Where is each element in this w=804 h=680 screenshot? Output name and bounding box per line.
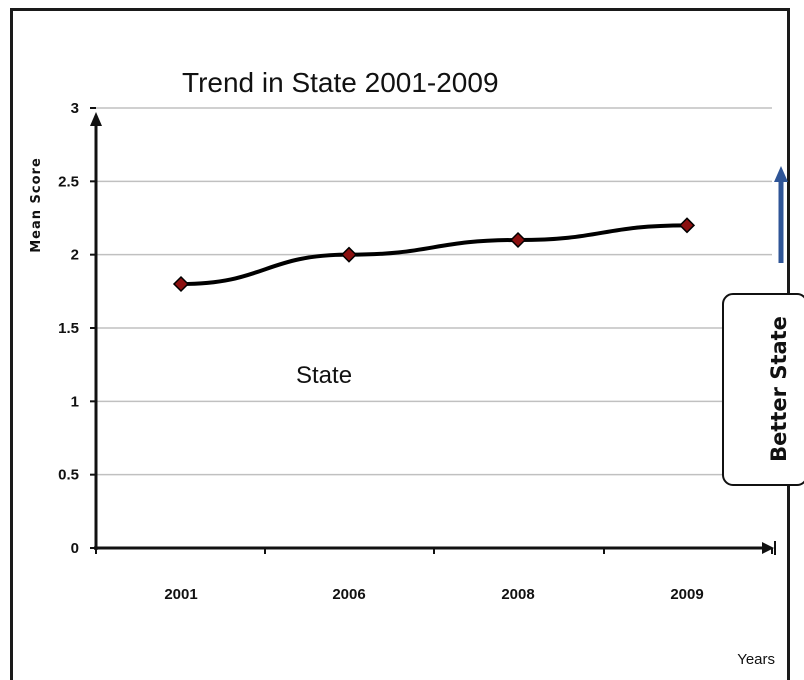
y-tick-label-1: 0.5 xyxy=(58,467,79,484)
arrow-head xyxy=(774,166,788,182)
x-tick-label-0: 2001 xyxy=(164,586,197,603)
series-line xyxy=(179,223,689,286)
x-tick-label-1: 2006 xyxy=(332,586,365,603)
x-axis-arrowhead xyxy=(762,542,774,554)
y-axis-label: Mean Score xyxy=(29,157,44,253)
y-tick-label-3: 1.5 xyxy=(58,320,79,337)
data-point-0 xyxy=(172,275,190,293)
x-tick-label-3: 2009 xyxy=(670,586,703,603)
y-tick-label-2: 1 xyxy=(71,393,79,410)
series-label: State xyxy=(296,362,352,389)
series-state xyxy=(172,217,696,293)
y-tick-label-4: 2 xyxy=(71,247,79,264)
y-tick-label-0: 0 xyxy=(71,540,79,557)
x-tick-label-2: 2008 xyxy=(501,586,534,603)
y-axis-arrowhead xyxy=(90,112,102,126)
data-point-2 xyxy=(509,231,527,249)
gridlines xyxy=(96,107,772,476)
y-tick-label-6: 3 xyxy=(71,100,79,117)
annotation-box xyxy=(722,293,804,486)
chart-frame xyxy=(10,8,790,680)
chart-title: Trend in State 2001-2009 xyxy=(182,67,499,98)
up-arrow-icon xyxy=(774,166,788,263)
x-axis-ticks: 2001 2006 2008 2009 xyxy=(95,548,773,603)
annotation-text: Better State xyxy=(767,316,791,462)
data-point-3 xyxy=(678,217,696,234)
y-axis-ticks: 0 0.5 1 1.5 2 2.5 3 xyxy=(58,100,96,557)
y-tick-label-5: 2.5 xyxy=(58,173,79,190)
data-point-1 xyxy=(340,246,358,263)
x-axis-label: Years xyxy=(737,651,775,668)
